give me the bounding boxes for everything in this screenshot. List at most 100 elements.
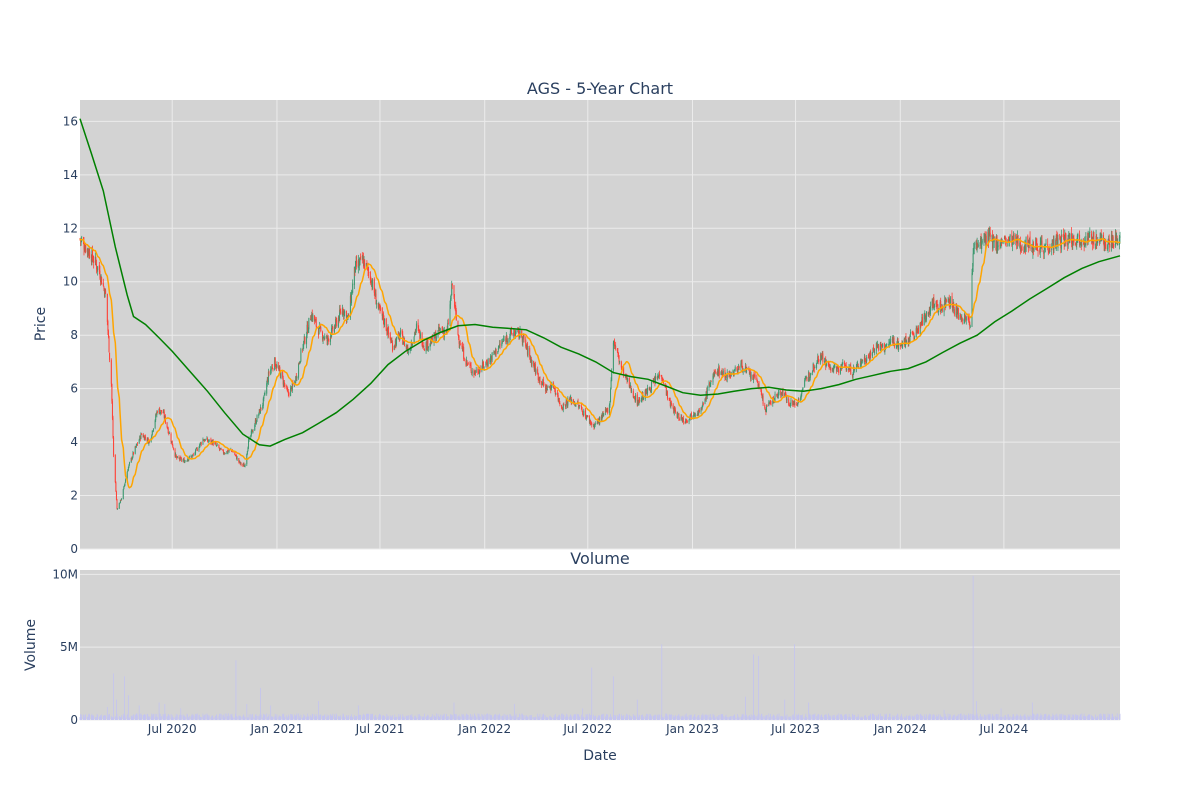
volume-bar <box>499 713 500 720</box>
candle-body <box>1047 247 1049 252</box>
volume-bar <box>347 716 349 720</box>
volume-bar <box>1053 715 1055 720</box>
candle-body <box>406 346 408 349</box>
candle-body <box>1104 242 1106 246</box>
candle-body <box>820 354 822 363</box>
volume-bar <box>663 717 664 720</box>
volume-bar <box>409 714 411 720</box>
volume-bar <box>164 713 166 720</box>
volume-bar <box>583 717 585 720</box>
candle-body <box>537 369 539 374</box>
volume-bar <box>454 717 456 720</box>
volume-bar <box>822 717 824 720</box>
candle-body <box>753 373 755 376</box>
volume-bar <box>737 714 738 720</box>
candle-body <box>662 379 664 382</box>
candle-body <box>302 344 304 350</box>
candle-body <box>635 395 637 401</box>
candle-body <box>509 336 511 340</box>
volume-bar <box>360 714 362 720</box>
candle-body <box>119 502 121 504</box>
volume-bar <box>514 717 516 720</box>
candle-body <box>518 336 520 337</box>
volume-bar <box>499 715 501 720</box>
candle-body <box>558 398 560 401</box>
candle-body <box>187 459 189 461</box>
volume-bar <box>614 715 616 720</box>
candle-body <box>1108 238 1110 243</box>
volume-bar <box>840 714 842 720</box>
candle-body <box>279 371 281 378</box>
candle-body <box>808 372 810 382</box>
candle-body <box>447 322 449 330</box>
candle-body <box>326 336 328 342</box>
candle-body <box>529 347 531 357</box>
candle-body <box>250 431 252 436</box>
candle-body <box>1016 241 1018 243</box>
candle-body <box>129 462 131 465</box>
candle-body <box>267 372 269 383</box>
candle-body <box>812 370 814 373</box>
candle-body <box>627 378 629 382</box>
candle-body <box>1049 247 1051 249</box>
candle-body <box>394 340 396 347</box>
candle-body <box>865 361 867 363</box>
candle-body <box>678 413 680 419</box>
volume-bar <box>895 715 897 720</box>
volume-bar <box>825 714 827 720</box>
candle-body <box>649 389 651 391</box>
candle-body <box>307 330 309 333</box>
candle-body <box>725 374 727 378</box>
candle-body <box>1114 235 1116 246</box>
candle-body <box>669 399 671 401</box>
volume-bar <box>346 715 348 720</box>
candle-body <box>114 455 116 483</box>
candle-body <box>1033 247 1035 251</box>
candle-body <box>586 416 588 419</box>
candle-body <box>669 400 671 407</box>
volume-bar <box>408 715 409 720</box>
volume-bar <box>642 717 644 720</box>
candle-body <box>586 415 588 417</box>
volume-bar <box>1003 716 1005 720</box>
candle-body <box>865 361 867 362</box>
candle-body <box>376 303 378 305</box>
volume-bar <box>367 713 369 720</box>
volume-bar <box>701 716 703 720</box>
candle-body <box>385 318 387 331</box>
volume-bar <box>252 713 253 720</box>
volume-bar <box>108 716 110 720</box>
volume-bar <box>1091 716 1093 720</box>
candle-body <box>832 368 834 370</box>
volume-bar <box>531 717 533 720</box>
volume-bar <box>884 713 886 720</box>
candle-body <box>651 381 653 391</box>
candle-body <box>762 396 764 405</box>
candle-body <box>583 410 585 415</box>
candle-body <box>874 351 876 353</box>
candle-body <box>136 443 138 445</box>
candle-body <box>737 370 739 373</box>
candle-body <box>405 346 407 348</box>
candle-body <box>554 389 556 395</box>
candle-body <box>844 363 846 365</box>
volume-bar <box>817 714 819 720</box>
candle-body <box>633 397 635 398</box>
volume-bar <box>973 714 975 720</box>
candle-body <box>706 387 708 397</box>
volume-bar <box>155 716 157 720</box>
volume-bar <box>841 714 843 720</box>
volume-bar <box>192 715 194 720</box>
candle-body <box>115 491 117 500</box>
volume-bar <box>131 716 133 720</box>
candle-body <box>1055 240 1057 249</box>
volume-bar <box>1049 716 1051 720</box>
candle-body <box>1035 238 1037 246</box>
volume-bar <box>928 713 930 720</box>
candle-body <box>533 360 535 367</box>
volume-bar <box>857 716 858 720</box>
volume-bar <box>680 715 682 720</box>
candle-body <box>163 411 165 418</box>
candle-body <box>1107 241 1109 249</box>
candle-body <box>493 350 495 353</box>
